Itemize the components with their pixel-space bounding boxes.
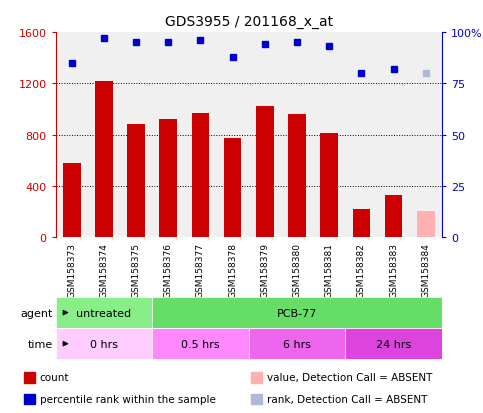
Bar — [63, 164, 81, 237]
Text: GSM158374: GSM158374 — [99, 242, 108, 297]
Bar — [345, 328, 442, 359]
Text: GSM158376: GSM158376 — [164, 242, 173, 297]
Bar — [24, 372, 35, 383]
Text: agent: agent — [21, 308, 53, 318]
Text: GSM158381: GSM158381 — [325, 242, 334, 297]
Bar — [320, 134, 338, 237]
Bar — [95, 82, 113, 237]
Text: value, Detection Call = ABSENT: value, Detection Call = ABSENT — [267, 373, 432, 382]
Text: percentile rank within the sample: percentile rank within the sample — [40, 394, 216, 404]
Bar — [251, 372, 262, 383]
Bar — [56, 328, 152, 359]
Text: PCB-77: PCB-77 — [277, 308, 317, 318]
Bar — [192, 114, 209, 237]
Text: GSM158379: GSM158379 — [260, 242, 270, 297]
Text: GSM158373: GSM158373 — [67, 242, 76, 297]
Text: time: time — [28, 339, 53, 349]
Text: 0.5 hrs: 0.5 hrs — [181, 339, 220, 349]
Text: GSM158382: GSM158382 — [357, 242, 366, 297]
Bar — [159, 120, 177, 237]
Text: untreated: untreated — [76, 308, 131, 318]
Text: GSM158377: GSM158377 — [196, 242, 205, 297]
Bar — [152, 297, 442, 328]
Title: GDS3955 / 201168_x_at: GDS3955 / 201168_x_at — [165, 15, 333, 29]
Bar — [224, 139, 242, 237]
Bar — [251, 394, 262, 404]
Bar — [56, 297, 152, 328]
Text: 24 hrs: 24 hrs — [376, 339, 411, 349]
Text: GSM158383: GSM158383 — [389, 242, 398, 297]
Text: GSM158384: GSM158384 — [421, 242, 430, 297]
Bar — [353, 209, 370, 237]
Text: 0 hrs: 0 hrs — [90, 339, 118, 349]
Bar — [256, 107, 274, 237]
Bar — [127, 125, 145, 237]
Text: GSM158375: GSM158375 — [131, 242, 141, 297]
Text: 6 hrs: 6 hrs — [283, 339, 311, 349]
Text: GSM158380: GSM158380 — [293, 242, 301, 297]
Bar — [288, 115, 306, 237]
Bar — [152, 328, 249, 359]
Text: GSM158378: GSM158378 — [228, 242, 237, 297]
Text: rank, Detection Call = ABSENT: rank, Detection Call = ABSENT — [267, 394, 427, 404]
Bar — [385, 195, 402, 237]
Text: count: count — [40, 373, 69, 382]
Bar — [417, 212, 435, 237]
Bar — [249, 328, 345, 359]
Bar — [24, 394, 35, 404]
